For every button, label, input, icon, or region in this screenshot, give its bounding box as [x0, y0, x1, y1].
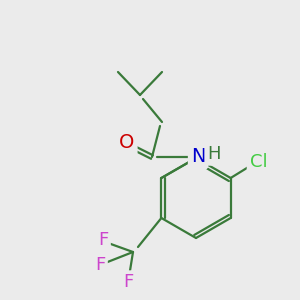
Text: Cl: Cl: [250, 153, 267, 171]
Text: F: F: [95, 256, 105, 274]
Text: N: N: [191, 148, 205, 166]
Text: O: O: [119, 134, 135, 152]
Text: Cl: Cl: [250, 153, 267, 171]
Text: H: H: [207, 145, 221, 163]
Text: F: F: [98, 231, 108, 249]
Text: F: F: [123, 273, 133, 291]
